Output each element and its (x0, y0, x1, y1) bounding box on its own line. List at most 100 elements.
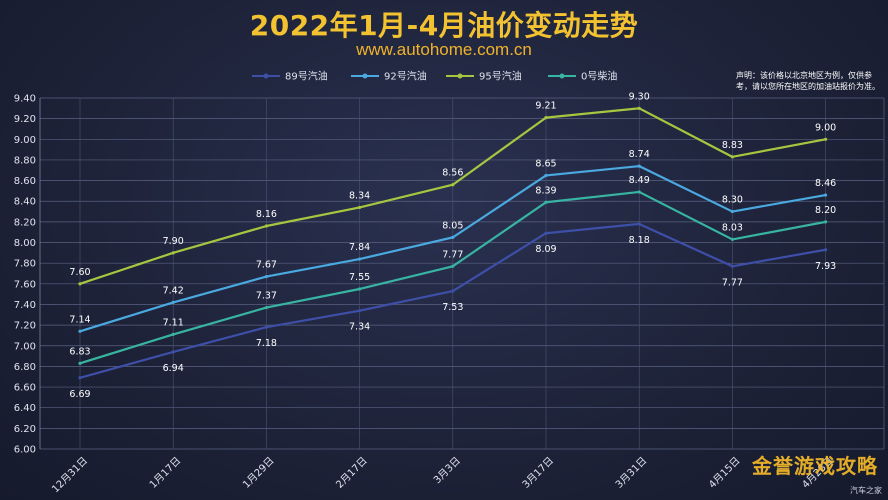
data-point (264, 325, 268, 329)
data-label: 8.83 (722, 140, 743, 151)
data-point (637, 106, 641, 110)
data-label: 6.83 (69, 346, 90, 357)
data-label: 8.34 (349, 190, 370, 201)
data-point (171, 332, 175, 337)
watermark-logo: 金誉游戏攻略 (752, 454, 878, 478)
legend-label: 89号汽油 (285, 70, 328, 83)
data-label: 7.11 (163, 317, 184, 328)
source-credit: 汽车之家 (850, 486, 882, 495)
data-point (451, 235, 455, 239)
legend-marker (559, 73, 565, 79)
y-tick-label: 8.80 (14, 155, 36, 166)
data-label: 7.84 (349, 242, 370, 253)
x-tick-label: 3月17日 (520, 455, 556, 491)
data-point (544, 231, 548, 235)
legend-marker (362, 73, 368, 79)
y-axis: 6.00 6.20 6.40 6.60 6.80 7.00 7.20 7.40 7.60 7.80… (14, 94, 36, 456)
y-tick-label: 6.20 (14, 424, 36, 435)
data-label: 7.42 (163, 285, 184, 296)
y-tick-label: 8.20 (14, 217, 36, 228)
y-tick-label: 9.20 (14, 114, 36, 125)
x-tick-label: 1月29日 (240, 455, 276, 491)
legend-label: 95号汽油 (479, 70, 522, 83)
legend-label: 0号柴油 (581, 70, 617, 83)
data-point (637, 164, 641, 168)
x-tick-label: 1月17日 (147, 455, 183, 491)
data-label: 7.37 (256, 291, 277, 302)
y-tick-label: 7.80 (14, 259, 36, 270)
x-tick-label: 3月3日 (431, 455, 463, 487)
data-label: 8.09 (535, 244, 556, 255)
data-label: 7.77 (442, 249, 463, 260)
data-point (637, 190, 641, 194)
data-point (544, 116, 548, 120)
y-tick-label: 6.80 (14, 362, 36, 373)
data-label: 7.55 (349, 272, 370, 283)
y-tick-label: 8.40 (14, 197, 36, 208)
data-point (824, 248, 828, 252)
y-tick-label: 8.00 (14, 238, 36, 249)
data-label: 7.18 (256, 338, 277, 349)
chart-subtitle: www.autohome.com.cn (356, 40, 532, 59)
legend-marker (263, 73, 269, 79)
y-tick-label: 7.60 (14, 279, 36, 290)
data-label: 8.46 (815, 178, 836, 189)
data-point (824, 193, 828, 197)
x-axis: 12月31日 1月17日 1月29日 2月17日 3月3日 3月17日 3月31日 4月15日… (49, 455, 835, 496)
x-tick-label: 2月17日 (334, 455, 370, 491)
x-tick-label: 3月31日 (613, 455, 649, 491)
data-point (544, 200, 548, 204)
data-label: 7.14 (69, 314, 90, 325)
data-point (264, 305, 268, 310)
series-lines (78, 106, 828, 380)
data-label: 8.56 (442, 168, 463, 179)
data-point (264, 274, 268, 279)
data-label: 7.90 (163, 236, 184, 247)
data-label: 8.39 (535, 185, 556, 196)
y-tick-label: 7.20 (14, 321, 36, 332)
data-label: 8.65 (535, 158, 556, 169)
legend: 89号汽油 92号汽油 95号汽油 0号柴油 (252, 70, 617, 83)
data-point (171, 350, 175, 354)
data-point (78, 282, 82, 286)
data-label: 7.67 (256, 260, 277, 271)
data-labels: 6.69 6.94 7.18 7.34 7.53 8.09 8.18 7.77 7.93 7.14… (69, 91, 836, 399)
y-tick-label: 8.60 (14, 176, 36, 187)
data-point (451, 183, 455, 187)
data-point (824, 220, 828, 224)
data-label: 8.74 (629, 149, 650, 160)
y-tick-label: 6.00 (14, 445, 36, 456)
x-tick-label: 4月15日 (706, 455, 742, 491)
y-tick-label: 9.00 (14, 135, 36, 146)
data-point (264, 224, 268, 228)
data-label: 8.03 (722, 222, 743, 233)
data-point (730, 155, 735, 159)
y-tick-label: 7.40 (14, 300, 36, 311)
data-label: 7.93 (815, 261, 836, 272)
data-label: 8.49 (629, 175, 650, 186)
data-label: 6.94 (163, 363, 184, 374)
data-label: 8.16 (256, 209, 277, 220)
data-label: 7.53 (442, 302, 463, 313)
data-point (730, 264, 735, 268)
data-label: 7.77 (722, 277, 743, 288)
data-point (358, 287, 362, 291)
data-point (451, 289, 455, 293)
data-label: 7.34 (349, 322, 370, 333)
data-point (544, 173, 548, 178)
data-point (730, 209, 735, 214)
data-label: 8.30 (722, 195, 743, 206)
data-point (824, 137, 828, 141)
y-tick-label: 9.40 (14, 94, 36, 105)
data-label: 7.60 (69, 267, 90, 278)
data-label: 8.18 (629, 235, 650, 246)
data-point (78, 376, 82, 380)
x-tick-label: 12月31日 (49, 455, 90, 496)
data-point (171, 251, 175, 255)
data-point (358, 205, 362, 210)
disclaimer-note: 声明：该价格以北京地区为例，仅供参考，请以您所在地区的加油站报价为准。 (736, 71, 880, 91)
data-label: 9.00 (815, 122, 836, 133)
y-tick-label: 6.60 (14, 383, 36, 394)
y-tick-label: 7.00 (14, 341, 36, 352)
legend-label: 92号汽油 (384, 70, 427, 83)
